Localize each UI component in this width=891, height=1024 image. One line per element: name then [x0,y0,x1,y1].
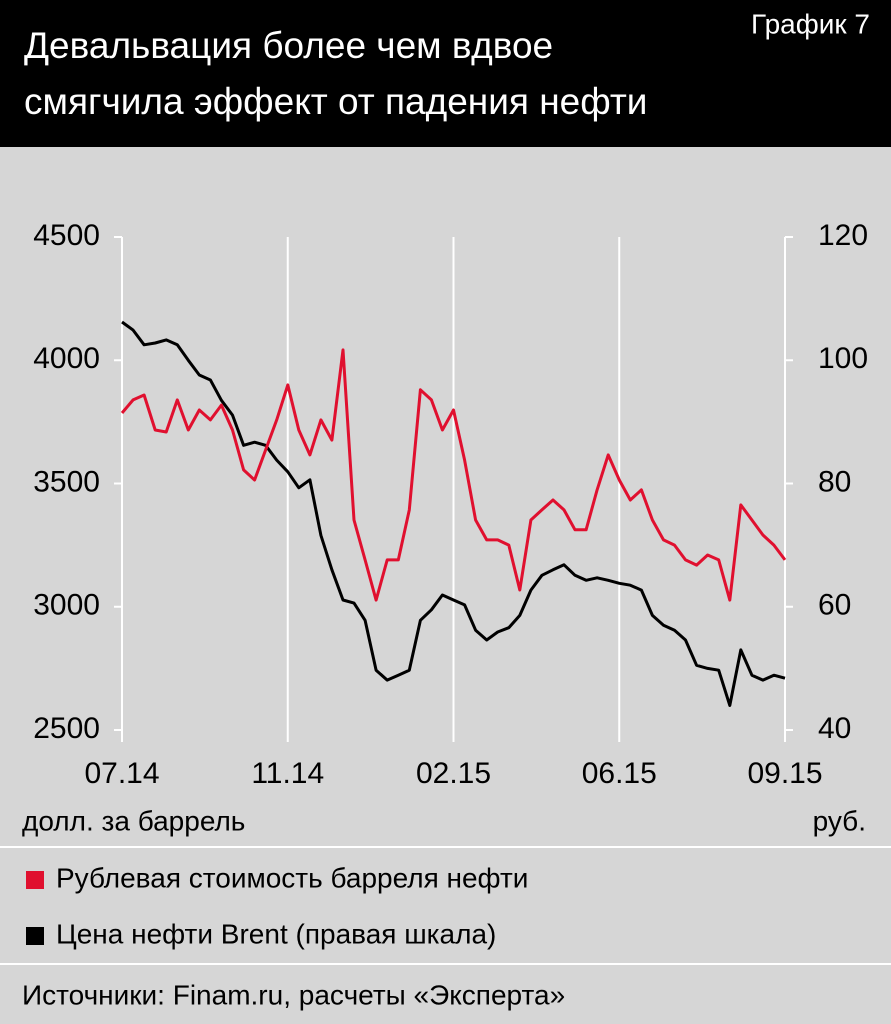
header [0,0,891,147]
legend-swatch [26,927,44,945]
y2-tick-label: 40 [818,712,851,745]
y2-tick-label: 60 [818,589,851,622]
source: Источники: Finam.ru, расчеты «Эксперта» [22,979,565,1010]
y-tick-label: 4000 [33,342,100,375]
x-tick-label: 11.14 [251,757,324,790]
y2-tick-label: 120 [818,219,868,252]
chart-label: График 7 [751,8,870,39]
y-axis-label: долл. за баррель [22,805,245,836]
x-tick-label: 06.15 [582,757,657,790]
legend-swatch [26,871,44,889]
line [121,320,786,707]
y2-tick-label: 80 [818,465,851,498]
y-tick-label: 3000 [33,589,100,622]
x-tick-label: 02.15 [416,757,491,790]
x-tick-label: 09.15 [747,757,822,790]
y-tick-label: 2500 [33,712,100,745]
legend-label: Цена нефти Brent (правая шкала) [56,918,496,949]
y2-tick-label: 100 [818,342,868,375]
x-tick-label: 07.14 [84,757,159,790]
chart-title: Девальвация более чем вдвое [24,25,553,66]
legend-label: Рублевая стоимость барреля нефти [56,862,528,893]
line [120,348,787,602]
y-tick-label: 4500 [33,219,100,252]
chart-title: смягчила эффект от падения нефти [24,81,647,122]
y2-axis-label: руб. [813,805,866,836]
y-tick-label: 3500 [33,465,100,498]
